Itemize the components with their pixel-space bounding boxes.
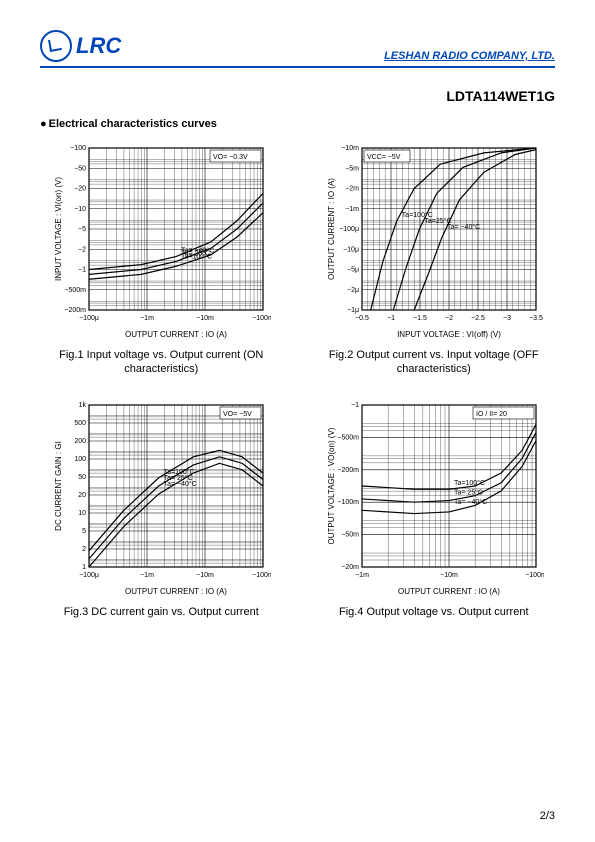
fig3-caption: Fig.3 DC current gain vs. Output current xyxy=(64,605,259,619)
svg-text:−1: −1 xyxy=(351,402,359,409)
svg-text:−500m: −500m xyxy=(337,434,359,441)
svg-text:−2m: −2m xyxy=(345,186,359,193)
svg-text:−100: −100 xyxy=(70,145,86,152)
svg-text:Ta=100°C: Ta=100°C xyxy=(181,252,212,260)
svg-text:−2: −2 xyxy=(445,315,453,322)
svg-text:100: 100 xyxy=(75,456,87,463)
svg-text:−1μ: −1μ xyxy=(347,307,359,314)
svg-text:−10m: −10m xyxy=(196,572,214,579)
svg-text:5: 5 xyxy=(82,528,86,535)
svg-text:−10m: −10m xyxy=(440,572,458,579)
svg-text:−5μ: −5μ xyxy=(347,267,359,274)
svg-text:OUTPUT CURRENT : IO (A): OUTPUT CURRENT : IO (A) xyxy=(398,587,500,596)
fig1-caption: Fig.1 Input voltage vs. Output current (… xyxy=(40,348,283,377)
svg-text:OUTPUT CURRENT : IO (A): OUTPUT CURRENT : IO (A) xyxy=(125,587,227,596)
svg-text:Ta= −40°C: Ta= −40°C xyxy=(447,223,480,231)
svg-text:1: 1 xyxy=(82,564,86,571)
svg-text:VO= −0.3V: VO= −0.3V xyxy=(213,154,248,161)
svg-text:OUTPUT CURRENT : IO (A): OUTPUT CURRENT : IO (A) xyxy=(125,330,227,339)
svg-text:Ta= 25°C: Ta= 25°C xyxy=(454,488,483,496)
logo-text: LRC xyxy=(76,33,121,59)
fig4-block: −1m −10m −100m −20m −50m −100m −200m −500m −1 OUT… xyxy=(313,397,556,619)
svg-text:−20m: −20m xyxy=(341,564,359,571)
svg-text:−1m: −1m xyxy=(345,206,359,213)
svg-text:−2μ: −2μ xyxy=(347,287,359,294)
svg-text:−100μ: −100μ xyxy=(79,315,99,322)
svg-text:2: 2 xyxy=(82,546,86,553)
svg-text:−2: −2 xyxy=(78,246,86,253)
page-header: LRC LESHAN RADIO COMPANY, LTD. xyxy=(40,30,555,68)
fig3-chart: −100μ −1m −10m −100m 1 2 5 10 20 50 100 200 500 1k OUT… xyxy=(51,397,271,597)
fig4-chart: −1m −10m −100m −20m −50m −100m −200m −500m −1 OUT… xyxy=(324,397,544,597)
svg-text:−100m: −100m xyxy=(525,572,544,579)
svg-text:Ta= −40°C: Ta= −40°C xyxy=(454,498,487,506)
svg-text:50: 50 xyxy=(78,474,86,481)
fig1-chart: −100μ −1m −10m −100m −200m −500m −1 −2 −5 −10 −20 −… xyxy=(51,140,271,340)
svg-text:Ta=100°C: Ta=100°C xyxy=(454,479,485,487)
section-title: Electrical characteristics curves xyxy=(40,118,555,130)
svg-text:−1.5: −1.5 xyxy=(413,315,427,322)
svg-text:−1: −1 xyxy=(78,267,86,274)
svg-text:−1m: −1m xyxy=(140,572,154,579)
svg-text:−100μ: −100μ xyxy=(339,226,359,233)
svg-text:−1: −1 xyxy=(387,315,395,322)
svg-text:−1m: −1m xyxy=(140,315,154,322)
svg-text:−10m: −10m xyxy=(341,145,359,152)
svg-text:−3: −3 xyxy=(503,315,511,322)
svg-text:−500m: −500m xyxy=(65,287,87,294)
svg-text:Ta= −40°C: Ta= −40°C xyxy=(164,480,197,488)
svg-text:−10: −10 xyxy=(74,206,86,213)
svg-text:−1m: −1m xyxy=(355,572,369,579)
fig3-block: −100μ −1m −10m −100m 1 2 5 10 20 50 100 200 500 1k OUT… xyxy=(40,397,283,619)
charts-grid: −100μ −1m −10m −100m −200m −500m −1 −2 −5 −10 −20 −… xyxy=(40,140,555,619)
svg-text:−3.5: −3.5 xyxy=(529,315,543,322)
svg-text:200: 200 xyxy=(75,438,87,445)
svg-text:−0.5: −0.5 xyxy=(355,315,369,322)
fig2-block: −0.5 −1 −1.5 −2 −2.5 −3 −3.5 −1μ −2μ −5μ −10μ −100μ… xyxy=(313,140,556,377)
svg-text:−10μ: −10μ xyxy=(343,246,359,253)
fig4-caption: Fig.4 Output voltage vs. Output current xyxy=(339,605,529,619)
fig1-block: −100μ −1m −10m −100m −200m −500m −1 −2 −5 −10 −20 −… xyxy=(40,140,283,377)
fig2-chart: −0.5 −1 −1.5 −2 −2.5 −3 −3.5 −1μ −2μ −5μ −10μ −100μ… xyxy=(324,140,544,340)
svg-text:−200m: −200m xyxy=(65,307,87,314)
svg-text:−100m: −100m xyxy=(337,499,359,506)
svg-text:VO= −5V: VO= −5V xyxy=(223,411,252,418)
logo: LRC xyxy=(40,30,121,62)
svg-text:INPUT VOLTAGE : VI(off) (V): INPUT VOLTAGE : VI(off) (V) xyxy=(397,330,501,339)
svg-text:−100m: −100m xyxy=(252,572,271,579)
svg-text:−2.5: −2.5 xyxy=(471,315,485,322)
svg-text:20: 20 xyxy=(78,492,86,499)
svg-text:−50m: −50m xyxy=(341,531,359,538)
svg-text:DC CURRENT GAIN : GI: DC CURRENT GAIN : GI xyxy=(54,441,63,531)
page: LRC LESHAN RADIO COMPANY, LTD. LDTA114WE… xyxy=(0,0,595,842)
svg-text:OUTPUT CURRENT : IO (A): OUTPUT CURRENT : IO (A) xyxy=(327,178,336,280)
svg-text:OUTPUT VOLTAGE : VO(on) (V): OUTPUT VOLTAGE : VO(on) (V) xyxy=(327,427,336,544)
svg-text:10: 10 xyxy=(78,510,86,517)
svg-text:−200m: −200m xyxy=(337,466,359,473)
svg-text:−5m: −5m xyxy=(345,165,359,172)
fig2-caption: Fig.2 Output current vs. Input voltage (… xyxy=(313,348,556,377)
svg-text:IO / II= 20: IO / II= 20 xyxy=(476,411,507,418)
company-name: LESHAN RADIO COMPANY, LTD. xyxy=(384,50,555,62)
svg-text:500: 500 xyxy=(75,420,87,427)
svg-text:INPUT VOLTAGE : VI(on) (V): INPUT VOLTAGE : VI(on) (V) xyxy=(54,177,63,281)
svg-text:−5: −5 xyxy=(78,226,86,233)
svg-text:−10m: −10m xyxy=(196,315,214,322)
part-number: LDTA114WET1G xyxy=(40,88,555,104)
svg-text:−100m: −100m xyxy=(252,315,271,322)
svg-text:1k: 1k xyxy=(79,402,87,409)
svg-text:−50: −50 xyxy=(74,165,86,172)
page-number: 2/3 xyxy=(540,810,555,822)
svg-text:−100μ: −100μ xyxy=(79,572,99,579)
lrc-logo-icon xyxy=(40,30,72,62)
svg-text:−20: −20 xyxy=(74,186,86,193)
svg-text:VCC= −5V: VCC= −5V xyxy=(367,154,401,161)
